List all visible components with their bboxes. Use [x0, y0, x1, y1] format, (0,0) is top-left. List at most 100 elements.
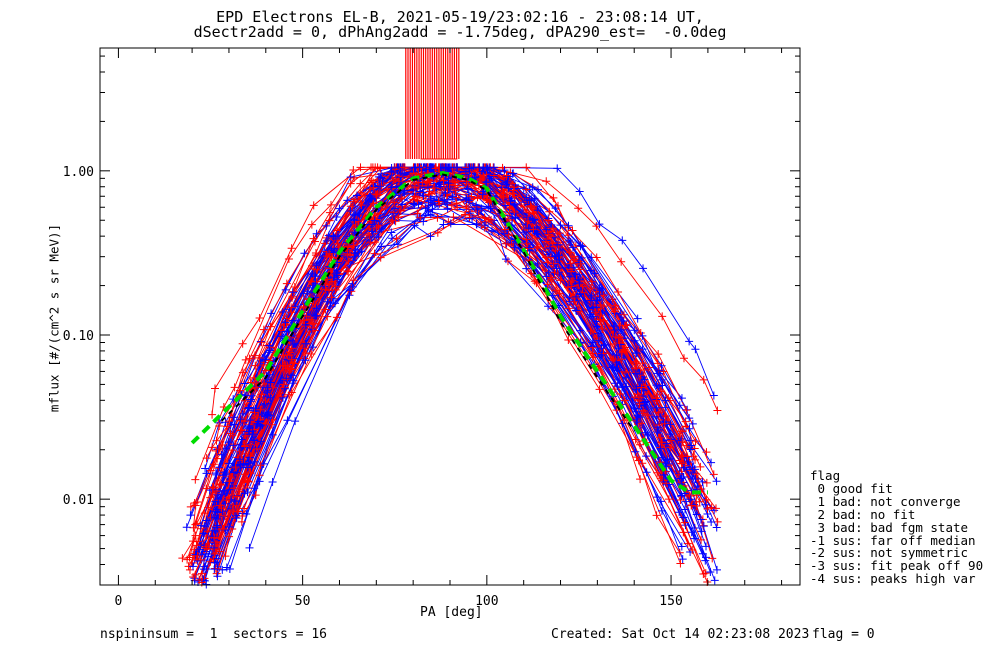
- flux-marker: [244, 403, 253, 412]
- flux-marker: [290, 302, 299, 311]
- flux-marker: [530, 194, 539, 203]
- flux-marker: [300, 354, 309, 363]
- flux-marker: [278, 393, 287, 402]
- flux-marker: [522, 185, 531, 194]
- flux-marker: [312, 304, 321, 313]
- flux-marker: [367, 194, 376, 203]
- flux-marker: [631, 435, 640, 444]
- flux-marker: [377, 181, 386, 190]
- black-median-line: [220, 173, 636, 432]
- flux-marker: [597, 351, 606, 360]
- flux-marker: [192, 541, 201, 550]
- flux-marker: [211, 469, 220, 478]
- flux-marker: [189, 523, 198, 532]
- flux-marker: [291, 417, 300, 426]
- flux-marker: [224, 438, 233, 447]
- flux-marker: [636, 475, 645, 484]
- flux-marker: [309, 201, 318, 210]
- flux-marker: [682, 406, 691, 415]
- flux-marker: [636, 404, 645, 413]
- flux-marker: [211, 507, 220, 516]
- flux-marker: [393, 240, 402, 249]
- flux-marker: [659, 367, 668, 376]
- flux-marker: [331, 234, 340, 243]
- flux-marker: [387, 164, 396, 173]
- flux-marker: [527, 203, 536, 212]
- flux-marker: [617, 317, 626, 326]
- flux-marker: [610, 326, 619, 335]
- flux-marker: [279, 366, 288, 375]
- flux-marker: [532, 244, 541, 253]
- flux-marker: [653, 493, 662, 502]
- flux-marker: [246, 459, 255, 468]
- flux-marker: [191, 570, 200, 579]
- flux-marker: [702, 478, 711, 487]
- flux-marker: [548, 275, 557, 284]
- flux-marker: [256, 461, 265, 470]
- flux-marker: [685, 414, 694, 423]
- flux-marker: [252, 444, 261, 453]
- flux-marker: [598, 325, 607, 334]
- flux-marker: [675, 456, 684, 465]
- flux-marker: [618, 335, 627, 344]
- flux-marker: [257, 437, 266, 446]
- flux-marker: [599, 349, 608, 358]
- flux-marker: [620, 310, 629, 319]
- flux-marker: [701, 556, 710, 565]
- flux-marker: [202, 580, 211, 589]
- flux-marker: [451, 193, 460, 202]
- flux-marker: [711, 504, 720, 513]
- flux-marker: [656, 433, 665, 442]
- flux-marker: [210, 533, 219, 542]
- flux-marker: [264, 375, 273, 384]
- flux-marker: [439, 220, 448, 229]
- legend-item-not-converge: 1 bad: not converge: [810, 493, 961, 509]
- flux-marker: [228, 446, 237, 455]
- legend-item-bad-fgm: 3 bad: bad fgm state: [810, 519, 969, 535]
- flux-marker: [279, 380, 288, 389]
- flux-marker: [261, 397, 270, 406]
- flux-marker: [461, 168, 470, 177]
- flux-marker: [357, 201, 366, 210]
- flux-marker: [573, 285, 582, 294]
- flux-marker: [287, 344, 296, 353]
- flux-marker: [266, 322, 275, 331]
- flux-marker: [489, 170, 498, 179]
- flux-marker: [185, 553, 194, 562]
- flux-marker: [448, 176, 457, 185]
- flux-marker: [687, 445, 696, 454]
- flux-marker: [687, 501, 696, 510]
- flux-marker: [652, 396, 661, 405]
- flux-marker: [400, 188, 409, 197]
- flux-marker: [617, 355, 626, 364]
- flux-marker: [215, 463, 224, 472]
- flux-marker: [592, 253, 601, 262]
- flux-marker: [433, 213, 442, 222]
- flux-marker: [575, 279, 584, 288]
- flux-marker: [307, 261, 316, 270]
- flux-marker: [202, 484, 211, 493]
- flux-marker: [448, 192, 457, 201]
- flux-marker: [449, 212, 458, 221]
- flux-marker: [504, 230, 513, 239]
- flux-marker: [250, 457, 259, 466]
- flux-marker: [654, 408, 663, 417]
- flux-marker: [586, 266, 595, 275]
- flux-marker: [510, 243, 519, 252]
- flux-marker: [522, 235, 531, 244]
- flux-marker: [202, 454, 211, 463]
- flux-marker: [567, 267, 576, 276]
- y-tick-label: 0.01: [63, 493, 94, 508]
- flux-marker: [332, 313, 341, 322]
- flux-marker: [266, 393, 275, 402]
- flux-marker: [313, 265, 322, 274]
- legend-title: flag: [810, 468, 841, 483]
- flux-marker: [368, 220, 377, 229]
- flux-marker: [523, 217, 532, 226]
- flux-marker: [587, 342, 596, 351]
- flux-marker: [554, 251, 563, 260]
- flux-marker: [267, 309, 276, 318]
- flux-marker: [389, 176, 398, 185]
- flux-marker: [519, 228, 528, 237]
